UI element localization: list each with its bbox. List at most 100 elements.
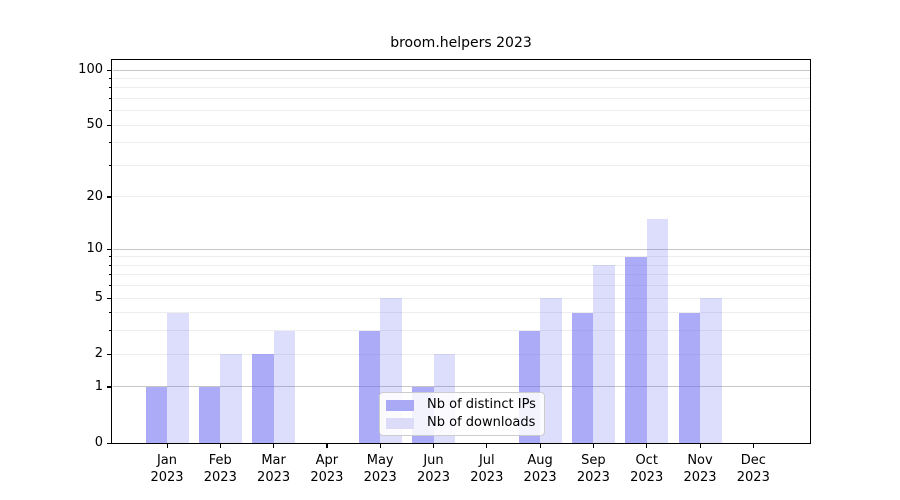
x-label-month: May (366, 453, 394, 468)
legend-item-distinct-ips: Nb of distinct IPs (386, 398, 544, 412)
x-label-year: 2023 (416, 470, 451, 485)
legend-swatch-distinct-ips (386, 399, 414, 411)
chart-title: broom.helpers 2023 (390, 35, 532, 51)
bar-downloads-mar (273, 330, 296, 443)
minor-gridline (113, 353, 810, 355)
x-label-month: Aug (527, 453, 553, 468)
x-label-year: 2023 (203, 470, 237, 485)
legend-item-downloads: Nb of downloads (386, 416, 544, 430)
y-minor-tick-mark (109, 274, 112, 276)
x-tick-label: Apr 2023 (300, 452, 354, 486)
y-minor-tick-mark (109, 196, 112, 198)
y-tick-mark (107, 69, 112, 71)
minor-gridline (113, 312, 810, 314)
y-minor-tick-mark (109, 87, 112, 89)
y-minor-tick-mark (109, 77, 112, 79)
x-label-year: 2023 (470, 470, 504, 485)
x-tick-mark (752, 443, 754, 448)
y-tick-label: 5 (94, 290, 103, 306)
y-tick-label: 100 (78, 62, 103, 77)
minor-gridline (113, 124, 810, 126)
x-label-year: 2023 (363, 470, 397, 485)
bar-distinct-ips-mar (252, 354, 274, 443)
bar-downloads-nov (700, 298, 722, 443)
major-gridline (113, 386, 810, 388)
x-tick-mark (326, 443, 328, 448)
minor-gridline (113, 256, 810, 258)
legend-label-distinct-ips: Nb of distinct IPs (427, 397, 536, 412)
x-label-year: 2023 (310, 470, 344, 485)
y-tick-mark (107, 248, 112, 250)
x-tick-mark (166, 443, 168, 448)
major-gridline (113, 69, 810, 71)
minor-gridline (113, 87, 810, 89)
y-minor-tick-mark (109, 353, 112, 355)
y-minor-tick-mark (109, 330, 112, 332)
x-label-year: 2023 (630, 470, 664, 485)
x-tick-label: Aug 2023 (513, 452, 567, 486)
x-label-year: 2023 (576, 470, 610, 485)
bar-downloads-aug (540, 298, 562, 443)
minor-gridline (113, 110, 810, 112)
legend-swatch-downloads (386, 417, 414, 429)
y-tick-label: 20 (86, 188, 103, 204)
minor-gridline (113, 297, 810, 299)
y-minor-tick-mark (109, 256, 112, 258)
minor-gridline (113, 285, 810, 287)
y-minor-tick-mark (109, 97, 112, 99)
y-minor-tick-mark (109, 297, 112, 299)
minor-gridline (113, 164, 810, 166)
y-tick-label: 2 (94, 346, 103, 362)
bar-distinct-ips-feb (198, 386, 221, 443)
x-label-month: Dec (740, 453, 766, 468)
y-minor-tick-mark (109, 164, 112, 166)
x-tick-mark (539, 443, 541, 448)
x-tick-label: Feb 2023 (193, 452, 247, 486)
y-tick-label: 1 (94, 378, 103, 394)
x-label-month: Oct (635, 453, 658, 468)
y-minor-tick-mark (109, 285, 112, 287)
minor-gridline (113, 196, 810, 198)
x-tick-mark (219, 443, 221, 448)
y-minor-tick-mark (109, 264, 112, 266)
x-tick-label: May 2023 (353, 452, 407, 486)
bar-distinct-ips-oct (625, 256, 647, 443)
y-tick-mark (107, 386, 112, 388)
x-label-year: 2023 (150, 470, 184, 485)
y-tick-label: 10 (86, 241, 103, 257)
legend-label-downloads: Nb of downloads (427, 415, 536, 430)
minor-gridline (113, 264, 810, 266)
x-tick-mark (699, 443, 701, 448)
y-minor-tick-mark (109, 142, 112, 144)
x-tick-mark (273, 443, 275, 448)
x-label-month: Jul (478, 453, 495, 468)
x-label-year: 2023 (683, 470, 717, 485)
y-minor-tick-mark (109, 110, 112, 112)
y-minor-tick-mark (109, 312, 112, 314)
x-label-month: Sep (581, 453, 606, 468)
x-label-year: 2023 (523, 470, 557, 485)
x-label-month: Jun (423, 453, 444, 468)
legend: Nb of distinct IPs Nb of downloads (379, 392, 545, 436)
bar-downloads-feb (220, 354, 242, 443)
x-tick-label: Dec 2023 (726, 452, 780, 486)
x-tick-label: Nov 2023 (673, 452, 727, 486)
minor-gridline (113, 330, 810, 332)
x-tick-mark (486, 443, 488, 448)
y-tick-label: 50 (86, 117, 103, 133)
x-label-month: Apr (315, 453, 339, 468)
x-label-month: Jan (156, 453, 178, 468)
x-tick-label: Jul 2023 (460, 452, 514, 486)
x-label-month: Mar (261, 453, 286, 468)
y-minor-tick-mark (109, 124, 112, 126)
minor-gridline (113, 142, 810, 144)
x-tick-label: Oct 2023 (620, 452, 674, 486)
bar-downloads-oct (646, 218, 669, 443)
x-tick-label: Jan 2023 (140, 452, 194, 486)
x-label-year: 2023 (736, 470, 770, 485)
y-tick-label: 0 (94, 435, 103, 450)
x-tick-mark (433, 443, 435, 448)
bar-distinct-ips-may (358, 330, 381, 443)
bar-downloads-sep (593, 265, 615, 443)
